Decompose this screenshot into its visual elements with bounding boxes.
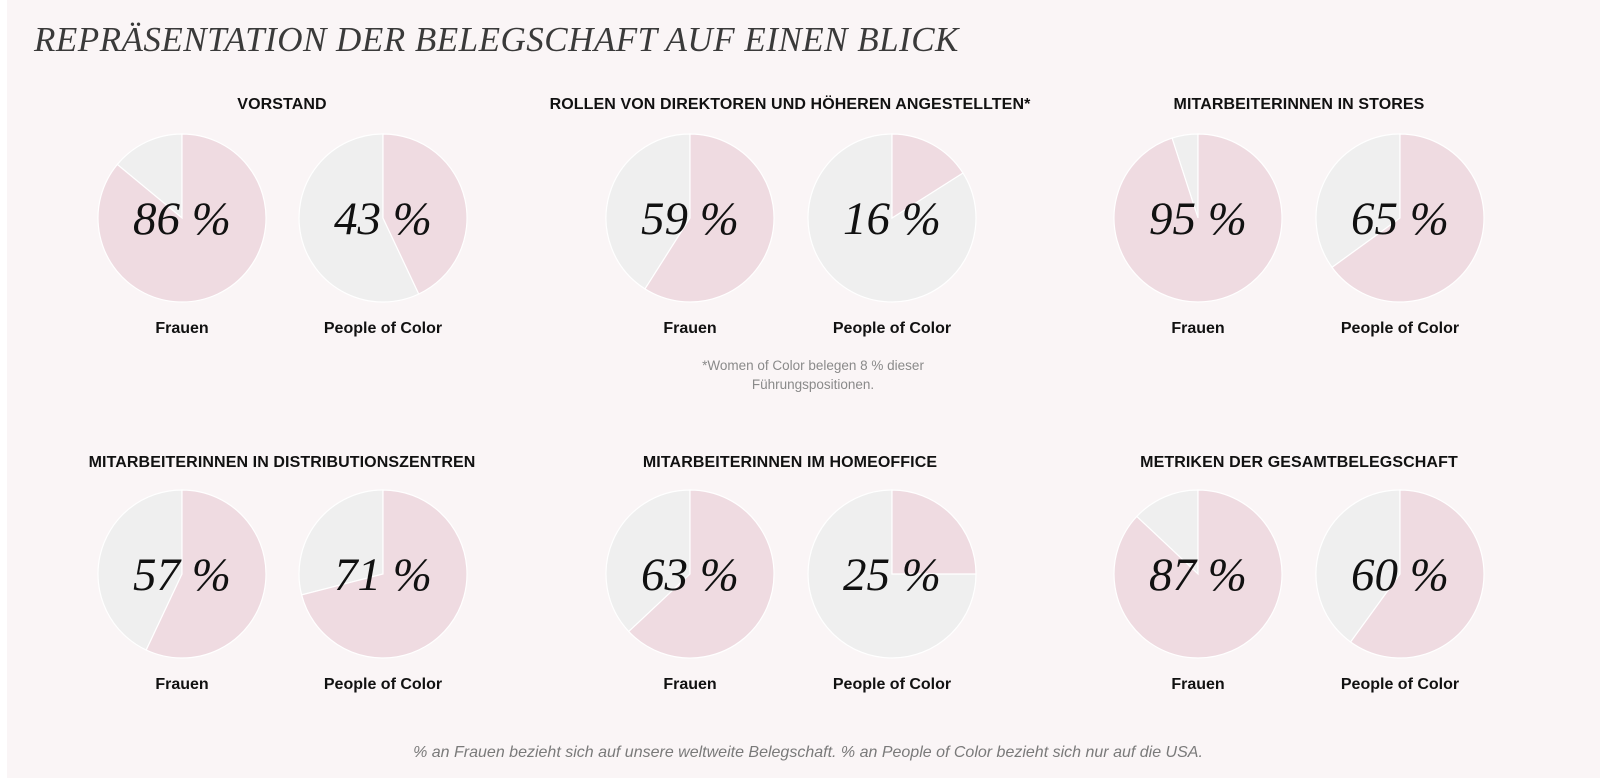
pie-slice-rest (1135, 489, 1199, 576)
chart-group-title: ROLLEN VON DIREKTOREN UND HÖHEREN ANGEST… (549, 96, 1031, 113)
pie-chart: 57 % (97, 489, 267, 659)
pie-category-label: People of Color (323, 676, 443, 693)
pie-chart: 43 % (298, 133, 468, 303)
pie-slice-value (891, 489, 977, 575)
bottom-note: % an Frauen bezieht sich auf unsere welt… (413, 744, 1203, 761)
pie-value-label: 59 % (641, 193, 739, 245)
pie-category-label: Frauen (155, 320, 209, 337)
pie-category-label: Frauen (663, 676, 717, 693)
pie-category-label: People of Color (832, 676, 952, 693)
pie-slice-rest (97, 489, 183, 651)
pie-slice-value (382, 133, 468, 295)
pie-chart: 63 % (605, 489, 775, 659)
pie-chart: 59 % (605, 133, 775, 303)
footnote: *Women of Color belegen 8 % dieser Führu… (702, 358, 924, 392)
chart-group-title: VORSTAND (237, 96, 327, 113)
chart-group-title: MITARBEITERINNEN IN DISTRIBUTIONSZENTREN (88, 454, 476, 471)
pie-category-label: People of Color (1340, 676, 1460, 693)
pie-category-label: People of Color (323, 320, 443, 337)
pie-chart: 87 % (1113, 489, 1283, 659)
pie-value-label: 86 % (133, 193, 231, 245)
pie-chart: 16 % (807, 133, 977, 303)
chart-group-title: MITARBEITERINNEN IN STORES (1173, 96, 1425, 113)
pie-chart: 95 % (1113, 133, 1283, 303)
pie-category-label: People of Color (832, 320, 952, 337)
pie-category-label: Frauen (663, 320, 717, 337)
pie-slice-value (1349, 489, 1485, 659)
pie-value-label: 60 % (1351, 549, 1449, 601)
page-title: REPRÄSENTATION DER BELEGSCHAFT AUF EINEN… (34, 20, 959, 59)
pie-chart: 60 % (1315, 489, 1485, 659)
pie-category-label: People of Color (1340, 320, 1460, 337)
pie-slice-rest (116, 133, 183, 220)
pie-value-label: 95 % (1149, 193, 1247, 245)
pie-slice-value (97, 133, 267, 303)
pie-slice-rest (1315, 133, 1401, 269)
pie-category-label: Frauen (155, 676, 209, 693)
pie-slice-rest (1315, 489, 1401, 643)
pie-slice-value (300, 489, 468, 659)
chart-group-title: METRIKEN DER GESAMTBELEGSCHAFT (1140, 454, 1458, 471)
pie-slice-value (145, 489, 267, 659)
pie-slice-value (1113, 489, 1283, 659)
pie-value-label: 43 % (334, 193, 432, 245)
pie-chart: 25 % (807, 489, 977, 659)
pie-value-label: 71 % (334, 549, 432, 601)
pie-value-label: 25 % (843, 549, 941, 601)
pie-slice-rest (298, 489, 384, 596)
pie-slice-value (1331, 133, 1485, 303)
pie-category-label: Frauen (1171, 676, 1225, 693)
pie-slice-rest (807, 489, 977, 659)
pie-slice-value (891, 133, 964, 220)
pie-slice-value (1113, 133, 1283, 303)
pie-value-label: 65 % (1351, 193, 1449, 245)
pie-slice-value (627, 489, 775, 659)
pie-category-label: Frauen (1171, 320, 1225, 337)
pie-slice-rest (298, 133, 420, 303)
pie-value-label: 63 % (641, 549, 739, 601)
pie-chart: 86 % (97, 133, 267, 303)
pie-chart: 65 % (1315, 133, 1485, 303)
pie-slice-rest (605, 489, 691, 633)
pie-chart: 71 % (298, 489, 468, 659)
pie-value-label: 57 % (133, 549, 231, 601)
page: REPRÄSENTATION DER BELEGSCHAFT AUF EINEN… (7, 0, 1600, 778)
pie-value-label: 87 % (1149, 549, 1247, 601)
pie-value-label: 16 % (843, 193, 941, 245)
pie-slice-value (644, 133, 775, 303)
chart-group-title: MITARBEITERINNEN IM HOMEOFFICE (642, 454, 938, 471)
